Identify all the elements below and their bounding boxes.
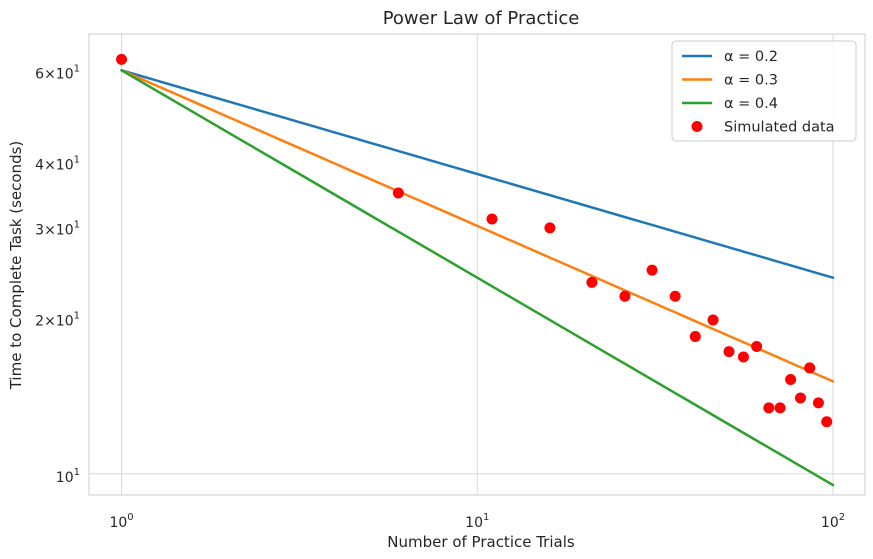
legend-label: α = 0.2 <box>724 49 778 65</box>
data-point <box>486 213 498 225</box>
data-point <box>821 416 833 428</box>
x-tick-label: 102 <box>821 512 845 531</box>
data-point <box>646 264 658 276</box>
data-point <box>707 314 719 326</box>
legend-marker-swatch <box>691 121 703 132</box>
legend-box <box>671 40 857 142</box>
legend-label: α = 0.4 <box>724 96 778 112</box>
x-axis-ticks: 100 101 102 <box>109 512 845 531</box>
data-point <box>785 373 797 385</box>
x-axis-label: Number of Practice Trials <box>387 533 575 551</box>
data-point <box>689 330 701 342</box>
data-point <box>669 290 681 302</box>
y-tick-label: 6×101 <box>35 63 80 82</box>
data-point <box>544 222 556 234</box>
y-tick-label: 101 <box>56 467 80 486</box>
plot-frame <box>88 33 866 496</box>
data-point <box>116 53 128 65</box>
series-line-alpha-0-3 <box>120 69 835 383</box>
y-tick-label: 3×101 <box>35 219 80 238</box>
data-point <box>723 346 735 358</box>
y-tick-label: 2×101 <box>35 311 80 330</box>
series-line-alpha-0-4 <box>120 69 835 487</box>
data-point <box>774 402 786 414</box>
chart-title: Power Law of Practice <box>383 8 580 29</box>
data-point <box>804 362 816 374</box>
y-tick-label: 4×101 <box>35 155 80 174</box>
series-line-alpha-0-2 <box>120 69 835 279</box>
data-point <box>751 340 763 352</box>
data-point <box>392 187 404 199</box>
data-point <box>812 397 824 409</box>
data-point <box>763 402 775 414</box>
legend-label: Simulated data <box>724 120 835 136</box>
y-axis-label: Time to Complete Task (seconds) <box>7 141 25 391</box>
data-point <box>737 351 749 363</box>
legend-label: α = 0.3 <box>724 73 778 89</box>
x-tick-label: 100 <box>109 512 133 531</box>
data-point <box>794 392 806 404</box>
data-point <box>619 290 631 302</box>
series-layer <box>116 53 835 487</box>
legend: α = 0.2 α = 0.3 α = 0.4 Simulated data <box>671 40 857 142</box>
y-axis-ticks: 101 2×101 3×101 4×101 6×101 <box>35 63 80 485</box>
data-point <box>586 276 598 288</box>
x-tick-label: 101 <box>465 512 489 531</box>
